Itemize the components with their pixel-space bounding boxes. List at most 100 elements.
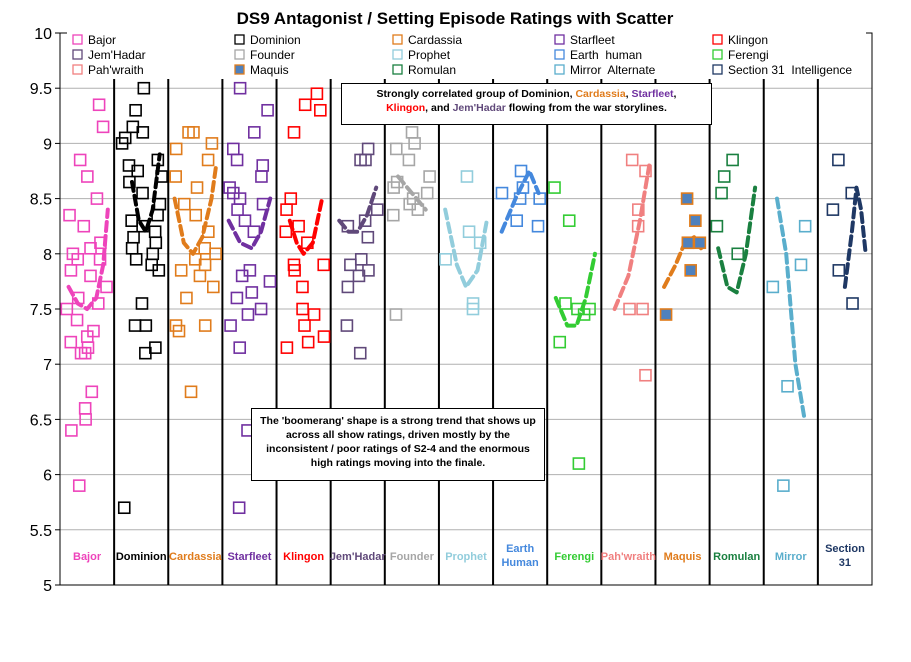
data-point <box>184 385 198 399</box>
data-point <box>207 280 220 294</box>
data-point <box>117 501 131 515</box>
data-point <box>296 280 309 294</box>
data-point <box>151 208 164 222</box>
data-point <box>123 175 136 189</box>
data-point <box>826 203 840 216</box>
data-point <box>623 302 636 316</box>
data-point <box>298 319 311 332</box>
series-9: Ferengi <box>548 181 597 563</box>
legend-label: Cardassia <box>408 33 462 47</box>
data-point <box>358 214 372 227</box>
data-point <box>681 236 695 250</box>
annotation-text: Klingon <box>386 102 426 114</box>
data-point <box>317 330 331 343</box>
data-point <box>136 219 149 233</box>
series-4: Klingon <box>279 87 331 563</box>
legend: Bajor Dominion Cardassia Starfleet Klingon Je… <box>67 31 866 79</box>
data-point <box>190 181 204 194</box>
legend-label: Founder <box>250 48 295 62</box>
data-point <box>341 280 355 294</box>
data-point <box>263 275 277 288</box>
legend-marker <box>72 34 83 45</box>
data-point <box>317 258 331 272</box>
data-point <box>70 313 84 327</box>
annotation-text: Cardassia <box>575 88 626 100</box>
annotation-text: flowing from the war storylines. <box>505 102 667 114</box>
legend-label: Dominion <box>250 33 301 47</box>
data-point <box>531 219 545 233</box>
series-5: Jem'Hadar <box>330 142 387 563</box>
y-tick-label: 7.5 <box>30 302 52 319</box>
y-tick-label: 6 <box>43 468 52 485</box>
data-point <box>513 192 527 205</box>
data-point <box>510 214 524 227</box>
data-point <box>460 170 474 183</box>
data-point <box>198 241 211 255</box>
legend-marker <box>392 64 403 75</box>
category-label: Ferengi <box>554 551 594 563</box>
category-label: Section <box>825 543 865 555</box>
category-label: Maquis <box>664 551 702 563</box>
y-tick-label: 7 <box>43 357 52 374</box>
y-tick-label: 8 <box>43 247 52 264</box>
data-point <box>78 402 92 415</box>
data-point <box>832 264 846 277</box>
data-point <box>256 197 270 211</box>
y-tick-label: 9.5 <box>30 81 52 98</box>
data-point <box>625 153 639 167</box>
category-label: Prophet <box>445 551 487 563</box>
annotation-war-group: Strongly correlated group of Dominion, C… <box>341 83 712 125</box>
trendline <box>287 196 325 256</box>
data-point <box>178 197 191 211</box>
legend-label: Jem'Hadar <box>88 48 146 62</box>
data-point <box>680 192 694 205</box>
data-point <box>405 126 419 139</box>
data-point <box>731 247 745 261</box>
data-point <box>125 241 139 255</box>
data-point <box>717 170 731 183</box>
y-tick-label: 10 <box>34 26 52 43</box>
legend-label: Earth human <box>570 48 642 62</box>
legend-marker <box>72 49 83 60</box>
category-label: Jem'Hadar <box>330 551 387 563</box>
data-point <box>389 142 403 156</box>
data-point <box>777 479 790 492</box>
legend-label: Maquis <box>250 63 289 77</box>
legend-marker <box>72 64 83 75</box>
data-point <box>205 137 219 150</box>
data-point <box>636 302 649 316</box>
data-point <box>245 286 259 299</box>
series-8: Earth Human <box>495 164 546 569</box>
data-point <box>710 219 724 233</box>
data-point <box>553 335 567 349</box>
data-point <box>298 98 312 112</box>
data-point <box>64 335 78 349</box>
annotation-text: , <box>673 88 677 100</box>
trendline <box>66 207 110 311</box>
data-point <box>288 264 301 277</box>
data-point <box>310 87 324 101</box>
series-2: Cardassia <box>169 126 223 563</box>
data-point <box>180 291 193 305</box>
data-point <box>231 203 244 216</box>
data-point <box>151 153 165 167</box>
data-point <box>689 214 702 227</box>
data-point <box>125 214 138 227</box>
legend-background <box>67 31 866 79</box>
data-point <box>631 219 645 233</box>
data-point <box>230 153 244 167</box>
data-point <box>84 269 97 283</box>
data-point <box>370 203 384 216</box>
series-7: Prophet <box>439 170 489 563</box>
data-point <box>402 153 416 167</box>
data-point <box>155 170 168 183</box>
data-point <box>137 81 151 95</box>
data-point <box>64 264 78 277</box>
data-point <box>248 126 261 139</box>
data-point <box>462 225 476 239</box>
data-point <box>139 319 153 332</box>
data-point <box>79 413 92 426</box>
data-point <box>127 230 140 244</box>
data-point <box>287 126 301 139</box>
